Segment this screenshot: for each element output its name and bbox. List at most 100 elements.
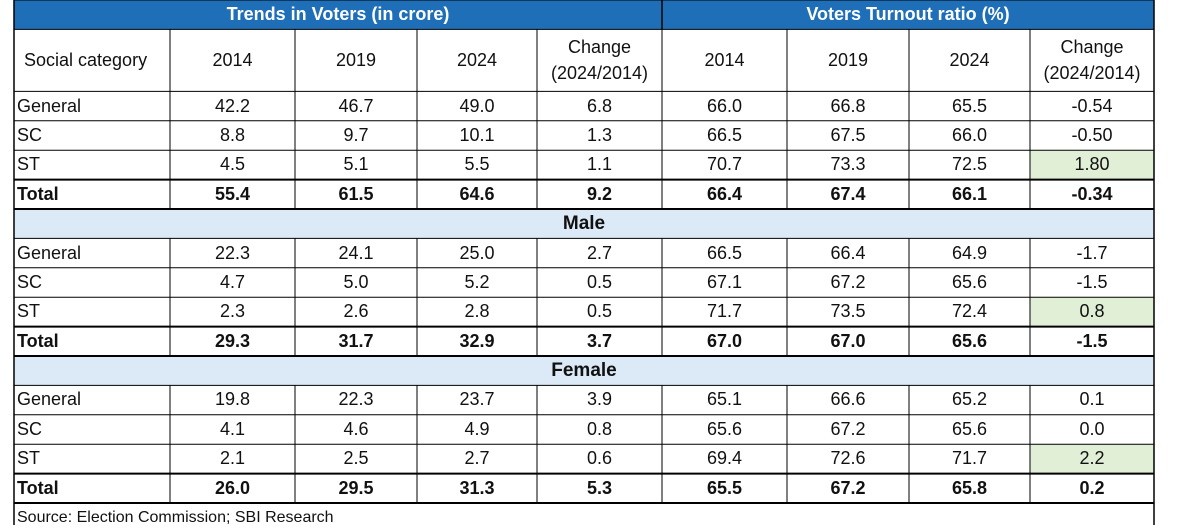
table-cell: 31.3 <box>459 477 495 498</box>
table-cell: -0.54 <box>1071 95 1113 116</box>
table-cell: 72.6 <box>830 448 866 469</box>
column-header-row: Social category 2014 2019 2024 Change (2024/… <box>14 29 1154 91</box>
row-label: SC <box>17 124 43 145</box>
table-cell: 5.5 <box>464 154 490 175</box>
table-cell: 29.3 <box>214 330 251 351</box>
column-header: Change (2024/2014) <box>550 37 649 84</box>
column-header: 2019 <box>827 50 869 71</box>
table-cell: 67.2 <box>830 271 866 292</box>
table-cell: 4.6 <box>343 418 369 439</box>
table-row: ST 2.1 2.5 2.7 0.6 69.4 72.6 71.7 2.2 <box>14 444 1154 474</box>
row-label: ST <box>17 448 41 469</box>
table-cell: 67.0 <box>706 330 743 351</box>
table-cell: 23.7 <box>459 389 495 410</box>
table-cell: 64.6 <box>459 183 495 204</box>
row-label: SC <box>17 271 43 292</box>
group-header-row: Trends in Voters (in crore) Voters Turnou… <box>14 0 1154 30</box>
table-cell: 67.2 <box>830 477 866 498</box>
total-row: Total 29.3 31.7 32.9 3.7 67.0 67.0 65.6 -1.5 <box>14 327 1154 356</box>
table-cell: 55.4 <box>214 183 251 204</box>
table-cell: 65.5 <box>706 477 743 498</box>
table-cell: 65.6 <box>951 330 988 351</box>
column-header: 2014 <box>212 50 253 71</box>
table-cell: 2.3 <box>219 301 246 322</box>
table-cell: 66.5 <box>706 124 743 145</box>
table-cell: 9.7 <box>343 124 369 145</box>
table-cell: 10.1 <box>459 124 495 145</box>
row-label: Total <box>17 183 59 204</box>
table-cell: 2.8 <box>464 301 490 322</box>
table-cell: 65.5 <box>951 95 988 116</box>
column-header: 2024 <box>949 50 990 71</box>
table-cell: 31.7 <box>338 330 374 351</box>
table-cell: 0.6 <box>586 448 613 469</box>
total-row: Total 55.4 61.5 64.6 9.2 66.4 67.4 66.1 -0.34 <box>14 180 1154 209</box>
table-cell: 67.5 <box>830 124 866 145</box>
table-cell: 65.8 <box>951 477 988 498</box>
table-cell: 5.3 <box>586 477 613 498</box>
table-row: ST 2.3 2.6 2.8 0.5 71.7 73.5 72.4 0.8 <box>14 297 1154 327</box>
table-cell: 70.7 <box>706 154 743 175</box>
table-cell: 6.8 <box>586 95 613 116</box>
table-cell: 66.0 <box>706 95 743 116</box>
table-cell: 4.1 <box>219 418 246 439</box>
table-row: ST 4.5 5.1 5.5 1.1 70.7 73.3 72.5 1.80 <box>14 150 1154 180</box>
table-cell: 32.9 <box>459 330 495 351</box>
table-cell: 2.7 <box>464 448 490 469</box>
table-cell: 2.5 <box>343 448 369 469</box>
voters-table: Trends in Voters (in crore) Voters Turnou… <box>14 0 1154 532</box>
column-header: Change (2024/2014) <box>1043 37 1141 84</box>
table-cell: 8.8 <box>219 124 246 145</box>
table-cell: 66.1 <box>951 183 988 204</box>
highlighted-cell: 0.8 <box>1030 297 1154 327</box>
table-cell: 65.2 <box>951 389 988 410</box>
row-label: Total <box>17 477 59 498</box>
table-row: General 19.8 22.3 23.7 3.9 65.1 66.6 65.2 0.1 <box>14 385 1154 414</box>
row-label: ST <box>17 154 41 175</box>
table-row: General 22.3 24.1 25.0 2.7 66.5 66.4 64.9 -1.7 <box>14 238 1154 267</box>
column-header: 2014 <box>704 50 745 71</box>
table-cell: 69.4 <box>706 448 743 469</box>
table-cell: 24.1 <box>338 242 374 263</box>
table-cell: 0.5 <box>586 271 613 292</box>
table-cell: 4.9 <box>464 418 490 439</box>
table-cell: 65.6 <box>706 418 743 439</box>
table-cell: 25.0 <box>459 242 495 263</box>
table-row: SC 4.7 5.0 5.2 0.5 67.1 67.2 65.6 -1.5 <box>14 268 1154 297</box>
section-label: Female <box>551 359 617 381</box>
table-cell: 67.0 <box>830 330 866 351</box>
table-cell: 3.7 <box>586 330 613 351</box>
table-cell: 65.1 <box>706 389 743 410</box>
table-cell: 2.1 <box>219 448 246 469</box>
table-cell: 67.4 <box>830 183 866 204</box>
table-cell: 5.0 <box>343 271 369 292</box>
table-cell: 46.7 <box>338 95 374 116</box>
table-cell: -1.5 <box>1076 330 1108 351</box>
table-cell: 71.7 <box>706 301 743 322</box>
row-label: General <box>17 95 82 116</box>
group-header-voters: Trends in Voters (in crore) <box>226 4 450 25</box>
table-cell: 66.6 <box>830 389 866 410</box>
table-cell: 0.8 <box>586 418 613 439</box>
table-cell: 2.6 <box>343 301 369 322</box>
table-cell: 4.5 <box>219 154 246 175</box>
table-cell: 22.3 <box>214 242 251 263</box>
row-label: General <box>17 389 82 410</box>
column-header: Social category <box>24 50 148 71</box>
table-cell: 22.3 <box>338 389 374 410</box>
table-cell: 49.0 <box>459 95 495 116</box>
table-cell: -1.7 <box>1076 242 1108 263</box>
table-row: General 42.2 46.7 49.0 6.8 66.0 66.8 65.5 -0.54 <box>14 91 1154 120</box>
table-cell: 9.2 <box>586 183 613 204</box>
table-cell: 66.4 <box>830 242 866 263</box>
table-cell: 5.1 <box>343 154 369 175</box>
row-label: Total <box>17 330 59 351</box>
table-cell: 71.7 <box>951 448 988 469</box>
column-header: 2019 <box>335 50 377 71</box>
source-note: Source: Election Commission; SBI Researc… <box>17 508 334 526</box>
table-cell: 42.2 <box>214 95 251 116</box>
table-cell: 61.5 <box>338 183 374 204</box>
row-label: ST <box>17 301 41 322</box>
table-cell: -0.34 <box>1071 183 1113 204</box>
table-row: SC 8.8 9.7 10.1 1.3 66.5 67.5 66.0 -0.50 <box>14 121 1154 150</box>
